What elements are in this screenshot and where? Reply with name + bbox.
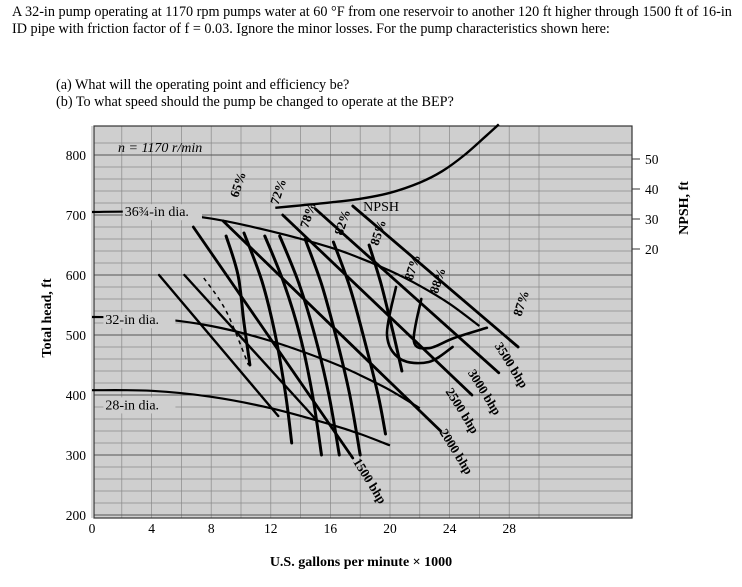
head-curve-label: 28-in dia. — [105, 398, 159, 413]
problem-statement: A 32-in pump operating at 1170 rpm pumps… — [12, 4, 734, 37]
efficiency-curve — [242, 231, 294, 445]
x-tick-label: 12 — [264, 521, 278, 536]
y-axis-label: Total head, ft — [40, 278, 55, 358]
y2-tick-label: 20 — [645, 242, 659, 257]
bhp-curve — [281, 213, 474, 397]
y-tick-label: 200 — [66, 508, 87, 523]
x-axis-label: U.S. gallons per minute × 1000 — [270, 555, 452, 570]
head-curve-label: 36¾-in dia. — [125, 205, 189, 220]
x-tick-label: 4 — [148, 521, 155, 536]
bhp-curve — [351, 204, 520, 349]
y-tick-label: 600 — [66, 268, 87, 283]
y-tick-label: 700 — [66, 208, 87, 223]
head-curve-label: 32-in dia. — [105, 313, 159, 328]
x-tick-label: 24 — [443, 521, 457, 536]
efficiency-curve — [412, 297, 489, 350]
y-tick-label: 800 — [66, 148, 87, 163]
y2-tick-label: 30 — [645, 212, 659, 227]
question-a: (a) What will the operating point and ef… — [56, 77, 350, 93]
x-tick-label: 28 — [502, 521, 516, 536]
question-list: (a) What will the operating point and ef… — [56, 77, 454, 111]
npsh-curve-label: NPSH — [363, 200, 399, 215]
efficiency-curve — [278, 234, 341, 457]
efficiency-curve-dashed — [203, 277, 250, 366]
x-tick-label: 8 — [208, 521, 215, 536]
x-tick-label: 0 — [89, 521, 96, 536]
problem-text: A 32-in pump operating at 1170 rpm pumps… — [12, 4, 732, 37]
head-curve-label-bg — [103, 397, 176, 414]
x-tick-label: 16 — [324, 521, 338, 536]
efficiency-curve — [263, 234, 323, 457]
y2-tick-label: 50 — [645, 152, 659, 167]
bhp-curve — [157, 273, 280, 418]
head-curve — [91, 389, 391, 447]
efficiency-curve — [385, 285, 454, 365]
y-tick-label: 400 — [66, 388, 87, 403]
x-tick-label: 20 — [383, 521, 397, 536]
y2-axis-label: NPSH, ft — [677, 181, 692, 235]
head-curve-label-bg — [103, 312, 176, 329]
efficiency-curve — [303, 237, 362, 457]
y-tick-label: 300 — [66, 448, 87, 463]
y2-tick-label: 40 — [645, 182, 659, 197]
chart-title: n = 1170 r/min — [118, 141, 202, 156]
efficiency-curve — [331, 240, 387, 436]
y-tick-label: 500 — [66, 328, 87, 343]
question-b: (b) To what speed should the pump be cha… — [56, 94, 454, 110]
bhp-curve — [221, 219, 443, 433]
bhp-curve — [183, 273, 317, 421]
bhp-curve — [314, 207, 501, 375]
npsh-curve — [275, 123, 500, 209]
head-curve-label-bg — [122, 204, 202, 221]
plot-frame — [93, 125, 633, 519]
